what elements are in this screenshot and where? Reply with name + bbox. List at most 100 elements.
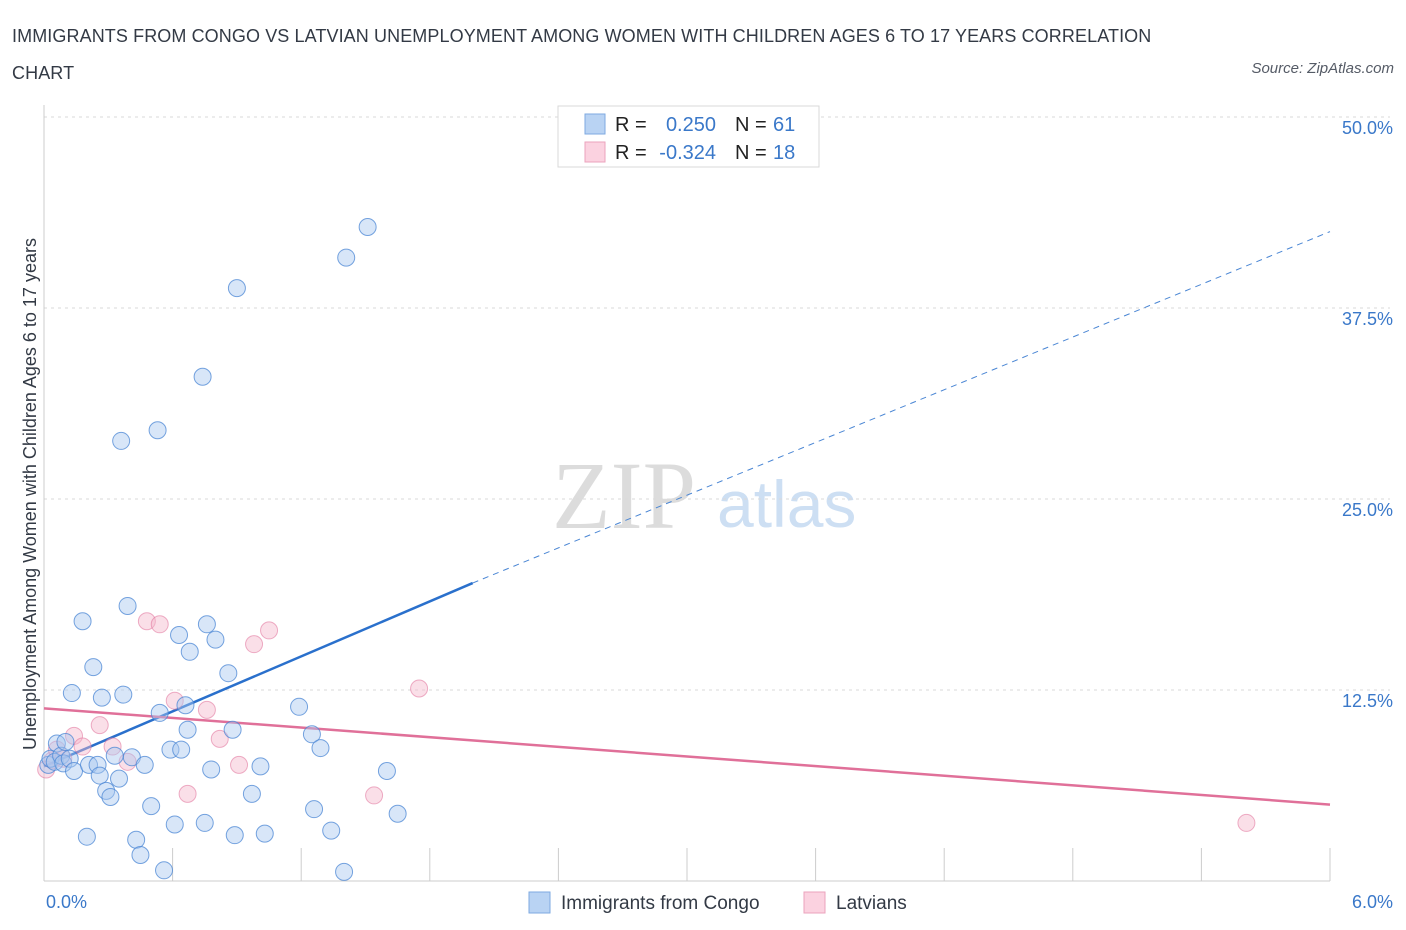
gridlines	[44, 116, 1390, 691]
data-points	[37, 218, 1256, 881]
chart-title: IMMIGRANTS FROM CONGO VS LATVIAN UNEMPLO…	[12, 26, 1152, 83]
congo-point-43	[206, 630, 225, 649]
latvians-point-6	[90, 716, 109, 735]
series-legend: Immigrants from Congo Latvians	[528, 891, 907, 914]
congo-point-55	[322, 821, 341, 840]
congo-point-10	[73, 612, 92, 631]
congo-point-51	[290, 697, 309, 716]
congo-point-58	[358, 218, 377, 237]
congo-point-13	[84, 658, 103, 677]
latvians-point-16	[245, 635, 264, 654]
tick-labels: 12.5% 25.0% 37.5% 50.0% 0.0% 6.0%	[46, 118, 1393, 912]
watermark-atlas: atlas	[717, 467, 856, 541]
congo-point-40	[195, 813, 214, 832]
congo-trendline	[43, 581, 474, 768]
congo-point-57	[337, 248, 356, 267]
bottom-legend-swatch-congo	[528, 891, 551, 914]
y-tick-label-0: 12.5%	[1342, 691, 1393, 711]
congo-point-9	[65, 761, 84, 780]
legend-r-value-latvians: -0.324	[659, 142, 716, 164]
congo-point-60	[388, 804, 407, 823]
congo-point-21	[112, 431, 131, 450]
congo-point-6	[56, 732, 75, 751]
source-attribution: Source: ZipAtlas.com	[1251, 60, 1394, 77]
legend-n-value-latvians: 18	[773, 142, 795, 164]
congo-point-23	[118, 596, 137, 615]
latvians-point-12	[178, 784, 197, 803]
watermark-zip: ZIP	[552, 442, 696, 549]
axes	[43, 105, 1331, 882]
y-tick-label-2: 37.5%	[1342, 309, 1393, 329]
congo-point-30	[150, 703, 169, 722]
congo-point-28	[142, 797, 161, 816]
legend-n-label-congo: N =	[735, 114, 767, 136]
congo-point-53	[305, 800, 324, 819]
latvians-point-13	[197, 700, 216, 719]
legend-swatch-congo	[584, 113, 606, 135]
congo-point-56	[335, 862, 354, 881]
latvians-trendline	[43, 707, 1331, 806]
congo-point-11	[77, 827, 96, 846]
congo-point-37	[178, 720, 197, 739]
congo-point-31	[155, 861, 174, 880]
congo-point-33	[165, 815, 184, 834]
congo-point-38	[180, 642, 199, 661]
congo-point-50	[255, 824, 274, 843]
latvians-point-18	[365, 786, 384, 805]
latvians-point-19	[410, 679, 429, 698]
bottom-legend-label-latvians: Latvians	[836, 893, 907, 914]
legend-r-label-congo: R =	[615, 114, 647, 136]
congo-point-8	[62, 684, 81, 703]
congo-point-52	[302, 725, 321, 744]
x-tick-label-0: 0.0%	[46, 892, 87, 912]
congo-point-14	[88, 755, 107, 774]
congo-point-41	[197, 615, 216, 634]
congo-point-5	[54, 754, 73, 773]
congo-point-49	[251, 757, 270, 776]
congo-point-25	[127, 830, 146, 849]
y-tick-label-3: 50.0%	[1342, 118, 1393, 138]
latvians-point-17	[260, 621, 279, 640]
congo-point-39	[193, 367, 212, 386]
congo-point-47	[227, 279, 246, 298]
trendlines	[43, 231, 1331, 806]
congo-point-46	[225, 826, 244, 845]
y-axis-title: Unemployment Among Women with Children A…	[20, 238, 40, 750]
legend-n-label-latvians: N =	[735, 142, 767, 164]
latvians-point-20	[1237, 813, 1256, 832]
congo-point-20	[110, 769, 129, 788]
x-tick-label-1: 6.0%	[1352, 892, 1393, 912]
congo-point-35	[172, 740, 191, 759]
congo-point-7	[60, 749, 79, 768]
congo-point-27	[135, 755, 154, 774]
latvians-point-11	[165, 691, 184, 710]
bottom-legend-label-congo: Immigrants from Congo	[561, 893, 760, 914]
congo-point-32	[161, 740, 180, 759]
latvians-point-10	[150, 615, 169, 634]
congo-point-59	[377, 761, 396, 780]
congo-point-18	[101, 787, 120, 806]
congo-point-16	[92, 688, 111, 707]
latvians-point-5	[73, 737, 92, 756]
latvians-point-14	[210, 729, 229, 748]
stats-legend: R = 0.250 N = 61 R = -0.324 N = 18	[557, 105, 820, 168]
y-tick-label-1: 25.0%	[1342, 500, 1393, 520]
legend-r-value-congo: 0.250	[666, 114, 716, 136]
congo-point-54	[311, 739, 330, 758]
congo-point-42	[202, 760, 221, 779]
congo-point-45	[223, 720, 242, 739]
congo-point-34	[170, 625, 189, 644]
congo-trendline-projection	[472, 231, 1331, 584]
congo-point-44	[219, 664, 238, 683]
legend-n-value-congo: 61	[773, 114, 795, 136]
legend-r-label-latvians: R =	[615, 142, 647, 164]
congo-point-29	[148, 421, 167, 440]
congo-point-26	[131, 846, 150, 865]
congo-point-22	[114, 685, 133, 704]
congo-point-19	[105, 746, 124, 765]
latvians-point-15	[230, 755, 249, 774]
congo-point-48	[242, 784, 261, 803]
congo-point-36	[176, 696, 195, 715]
congo-point-15	[90, 766, 109, 785]
